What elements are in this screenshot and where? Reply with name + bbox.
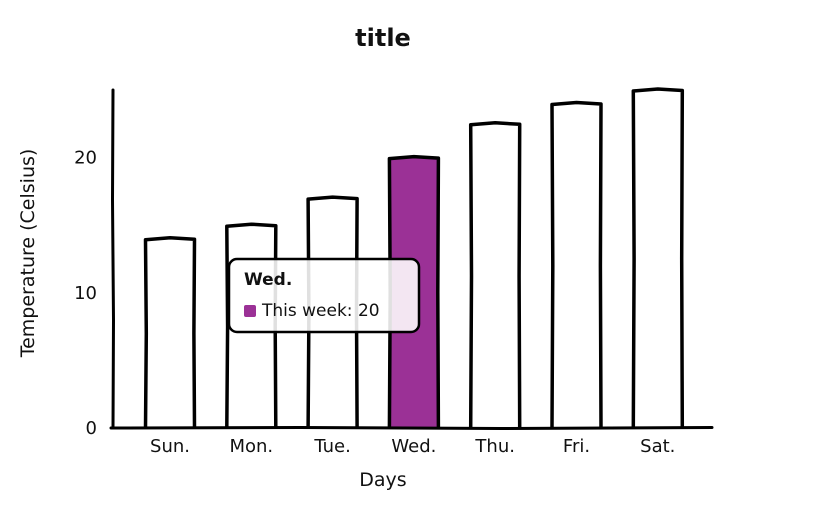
chart-title: title [355, 24, 411, 52]
tooltip-box [227, 257, 421, 334]
bar-thu[interactable] [468, 121, 522, 429]
x-tick-label: Sun. [150, 436, 190, 457]
x-axis-label: Days [359, 469, 406, 491]
tooltip-title: Wed. [244, 270, 292, 290]
y-tick-label: 10 [74, 283, 97, 304]
bar-sat[interactable] [631, 87, 685, 429]
bar-fri[interactable] [550, 100, 603, 429]
y-axis-line [110, 88, 116, 430]
x-axis-line [109, 425, 714, 431]
x-tick-label: Fri. [563, 436, 590, 457]
bar-sun[interactable] [143, 235, 197, 429]
y-tick-label: 20 [74, 148, 97, 169]
x-tick-label: Thu. [474, 436, 515, 457]
tooltip-value: This week: 20 [261, 301, 380, 321]
x-tick-labels: Sun. Mon. Tue. Wed. Thu. Fri. Sat. [150, 436, 675, 457]
tooltip-legend-swatch [244, 305, 256, 317]
x-tick-label: Wed. [391, 436, 436, 457]
tooltip: Wed. This week: 20 [227, 257, 421, 334]
x-tick-label: Mon. [229, 436, 273, 457]
y-axis-label: Temperature (Celsius) [17, 149, 39, 359]
y-tick-label: 0 [86, 418, 97, 439]
axes [109, 88, 714, 431]
y-tick-labels: 0 10 20 [74, 148, 97, 439]
x-tick-label: Tue. [313, 436, 350, 457]
x-tick-label: Sat. [640, 436, 675, 457]
